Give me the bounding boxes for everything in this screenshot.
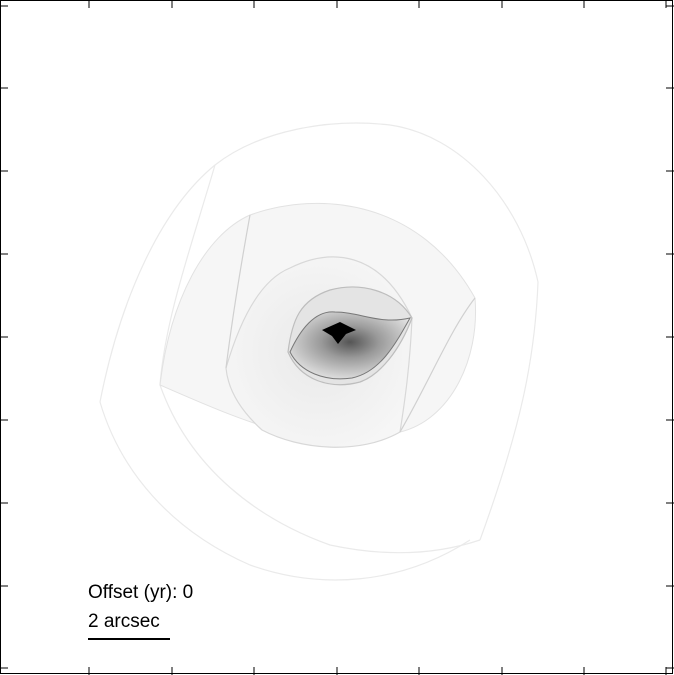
middle-caustic-arc [225, 214, 476, 433]
outer-caustic-shell [99, 122, 539, 581]
scale-bar-label: 2 arcsec [88, 611, 160, 632]
core-caustic [322, 322, 356, 344]
offset-label: Offset (yr): 0 [88, 582, 194, 603]
scale-bar [88, 638, 170, 640]
inner-core [289, 311, 411, 380]
